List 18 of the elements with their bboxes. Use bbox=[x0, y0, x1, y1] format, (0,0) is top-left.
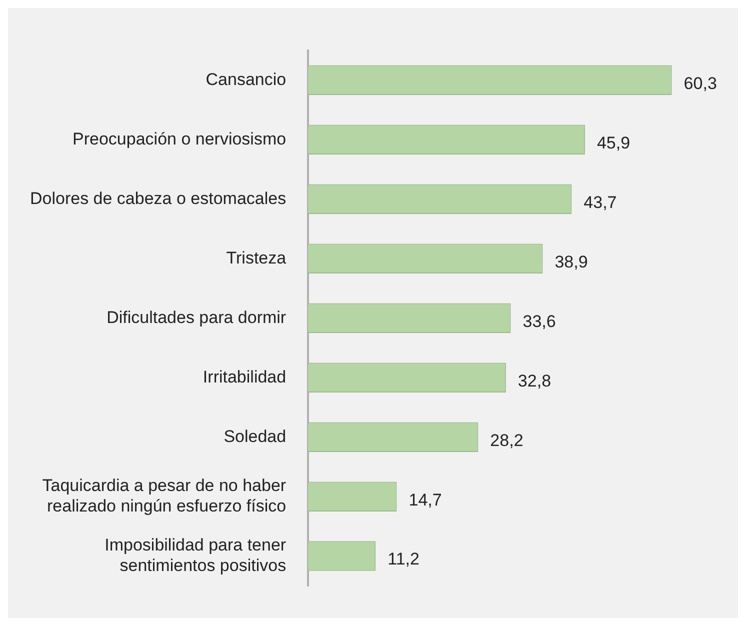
data-label: 45,9 bbox=[596, 133, 630, 152]
y-tick-label: Tristeza bbox=[226, 248, 287, 268]
data-label: 28,2 bbox=[490, 430, 524, 450]
y-tick-label: Soledad bbox=[224, 426, 286, 446]
data-label: 32,8 bbox=[518, 371, 552, 390]
data-label: 11,2 bbox=[388, 550, 420, 569]
data-label: 38,9 bbox=[554, 252, 588, 272]
y-tick-label: Taquicardia a pesar de no haber realizado ningún esfuerzo físico bbox=[42, 476, 286, 516]
y-tick-label: Cansancio bbox=[206, 70, 286, 89]
y-tick-label: Dolores de cabeza o estomacales bbox=[30, 188, 286, 208]
y-tick-label: Imposibilidad para tener sentimientos positivos bbox=[104, 536, 286, 575]
data-label: 14,7 bbox=[408, 490, 442, 510]
y-tick-label: Preocupación o nerviosismo bbox=[72, 129, 286, 148]
data-label: 43,7 bbox=[584, 192, 617, 212]
y-tick-label: Irritabilidad bbox=[202, 367, 286, 386]
y-tick-label: Dificultades para dormir bbox=[106, 308, 286, 327]
data-label: 33,6 bbox=[522, 312, 556, 331]
data-label: 60,3 bbox=[684, 74, 717, 93]
